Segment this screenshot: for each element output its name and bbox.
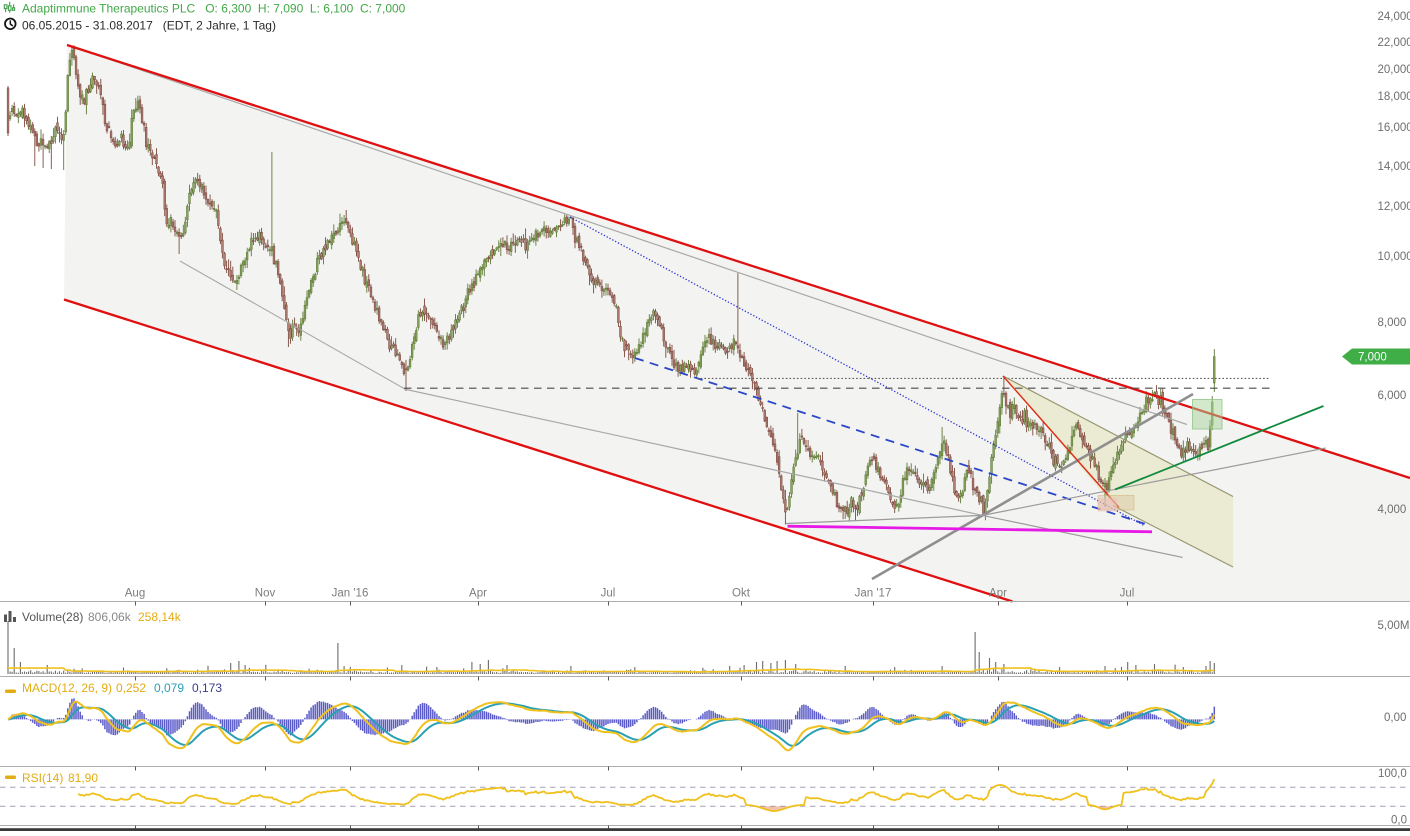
svg-text:0,00: 0,00 [1384,712,1406,724]
svg-text:7,000: 7,000 [1358,352,1387,364]
svg-text:10,000: 10,000 [1378,251,1410,263]
svg-text:0,252: 0,252 [116,681,146,695]
svg-text:24,000: 24,000 [1378,11,1410,23]
svg-text:18,000: 18,000 [1378,91,1410,103]
svg-text:Apr: Apr [469,588,487,600]
svg-text:12,000: 12,000 [1378,201,1410,213]
svg-text:258,14k: 258,14k [138,610,182,624]
svg-text:100,0: 100,0 [1378,768,1407,780]
svg-text:5,00M: 5,00M [1378,620,1410,632]
svg-text:Aug: Aug [125,588,145,600]
svg-text:MACD(12, 26, 9): MACD(12, 26, 9) [22,681,112,695]
svg-text:81,90: 81,90 [68,771,98,785]
svg-text:06.05.2015 - 31.08.2017 (EDT: 06.05.2015 - 31.08.2017 (EDT, 2 Jahre, 1… [22,19,276,33]
svg-text:4,000: 4,000 [1378,504,1407,516]
svg-text:16,000: 16,000 [1378,122,1410,134]
svg-text:Nov: Nov [255,588,276,600]
svg-text:Jul: Jul [1120,588,1135,600]
svg-text:Okt: Okt [732,588,751,600]
svg-text:RSI(14): RSI(14) [22,771,63,785]
svg-text:Jul: Jul [601,588,616,600]
svg-text:0,079: 0,079 [154,681,184,695]
svg-text:Jan '17: Jan '17 [855,588,892,600]
svg-text:14,000: 14,000 [1378,161,1410,173]
svg-text:Adaptimmune Therapeutics PLC: Adaptimmune Therapeutics PLC O: 6,300 H:… [22,2,406,16]
svg-text:0,173: 0,173 [192,681,222,695]
svg-text:0,0: 0,0 [1391,815,1407,827]
svg-text:Volume(28): Volume(28) [22,610,83,624]
svg-text:6,000: 6,000 [1378,390,1407,402]
svg-text:Apr: Apr [989,588,1007,600]
svg-text:20,000: 20,000 [1378,64,1410,76]
svg-text:8,000: 8,000 [1378,317,1407,329]
svg-text:806,06k: 806,06k [88,610,132,624]
svg-text:Jan '16: Jan '16 [332,588,369,600]
svg-text:22,000: 22,000 [1378,37,1410,49]
